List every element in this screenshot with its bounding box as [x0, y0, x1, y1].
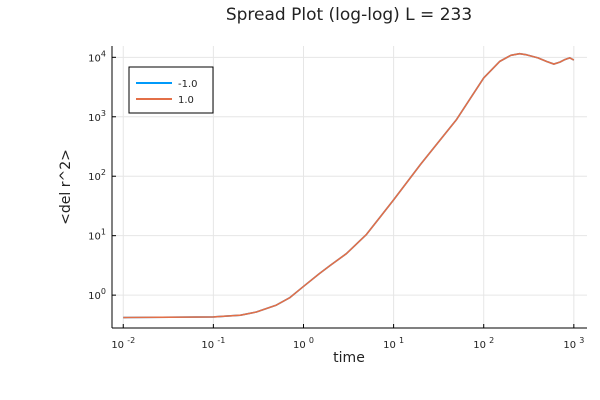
- x-tick-base: 10: [383, 340, 399, 351]
- y-tick-base: 10: [88, 53, 101, 64]
- x-tick-base: 10: [111, 340, 127, 351]
- y-tick-base: 10: [88, 232, 101, 243]
- grid: [112, 46, 587, 328]
- x-tick-label: 10 -2: [111, 336, 135, 351]
- x-tick-exponent: 3: [579, 336, 584, 345]
- x-tick-label: 10 3: [563, 336, 584, 351]
- x-tick-base: 10: [563, 340, 579, 351]
- x-tick-label: 10 1: [383, 336, 404, 351]
- y-tick-base: 10: [88, 291, 101, 302]
- y-tick-exponent: 1: [101, 228, 106, 237]
- y-tick-label: 100: [88, 287, 106, 302]
- x-tick-label: 10 0: [293, 336, 314, 351]
- chart-title: Spread Plot (log-log) L = 233: [226, 5, 472, 25]
- x-tick-base: 10: [201, 340, 217, 351]
- y-tick-label: 102: [88, 168, 106, 183]
- y-tick-exponent: 3: [101, 109, 106, 118]
- series-layer: [123, 52, 575, 319]
- ticks: 10 -2 10 -1 10 0 10 1 10 2 10 310010110210310…: [88, 49, 584, 351]
- y-tick-exponent: 0: [101, 287, 106, 296]
- y-axis-label: <del r^2>: [58, 149, 74, 225]
- y-tick-exponent: 2: [101, 168, 106, 177]
- x-tick-base: 10: [473, 340, 489, 351]
- y-tick-label: 103: [88, 109, 106, 124]
- legend-box: [128, 66, 214, 114]
- axes: [111, 46, 587, 329]
- x-axis-label: time: [333, 350, 365, 366]
- x-tick-label: 10 2: [473, 336, 494, 351]
- y-tick-base: 10: [88, 172, 101, 183]
- y-tick-exponent: 4: [101, 49, 106, 58]
- y-tick-label: 101: [88, 228, 106, 243]
- legend: -1.0 1.0: [128, 66, 214, 114]
- x-tick-exponent: 1: [399, 336, 404, 345]
- y-tick-base: 10: [88, 113, 101, 124]
- series-line-1: [123, 52, 575, 319]
- x-tick-base: 10: [293, 340, 309, 351]
- x-tick-exponent: 2: [489, 336, 494, 345]
- x-tick-exponent: 0: [309, 336, 314, 345]
- x-tick-exponent: -2: [127, 336, 135, 345]
- legend-label-1: 1.0: [178, 95, 194, 106]
- x-tick-exponent: -1: [217, 336, 225, 345]
- x-tick-label: 10 -1: [201, 336, 225, 351]
- legend-label-0: -1.0: [178, 79, 198, 90]
- y-tick-label: 104: [88, 49, 106, 64]
